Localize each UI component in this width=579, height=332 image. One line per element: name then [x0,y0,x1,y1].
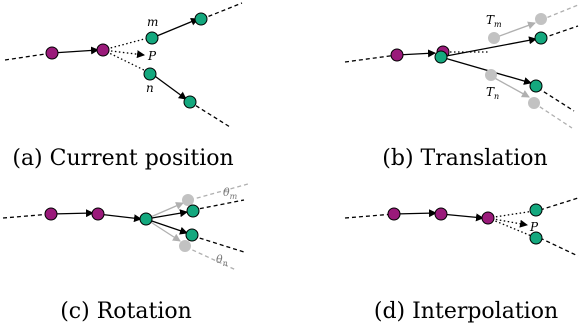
edge-arrow-n [151,73,187,100]
edge-arrow [50,209,94,218]
ghost-edge-n [145,218,181,242]
panel-a: m P n [4,2,243,128]
node-n [529,79,543,93]
outgoing-dashed-edge-m [192,199,245,211]
node [387,207,401,221]
ghost-node [182,194,194,206]
node [183,95,197,109]
panel-c: θm θn [2,183,249,271]
incoming-dashed-edge [344,54,398,63]
ghost-dashed-edge-n [533,102,573,129]
node [434,207,448,221]
incoming-dashed-edge [4,52,53,61]
dotted-edge-to-P [487,217,528,228]
node-n [529,231,543,245]
dotted-edge-to-n [487,217,535,238]
outgoing-dashed-edge-n [539,237,579,257]
edge-arrow-n [440,56,532,85]
dotted-edge-to-m [487,210,535,219]
node [91,207,105,221]
label-Tn: Tn [486,85,499,101]
edge-arrow [97,213,142,223]
label-P: P [529,220,539,234]
incoming-dashed-edge [2,213,52,219]
edge-arrow [440,213,484,222]
outgoing-dashed-edge-m [201,2,243,20]
node-m [529,203,543,217]
edge-arrow [393,209,437,218]
label-theta-n: θn [216,253,228,268]
caption-c: (c) Rotation [60,299,192,324]
node [96,43,110,57]
ghost-node [528,97,540,109]
outgoing-dashed-edge-m [542,25,579,39]
ghost-dashed-edge-n [185,246,237,271]
outgoing-dashed-edge-m [539,197,579,211]
label-m: m [147,15,158,29]
caption-d: (d) Interpolation [373,299,559,324]
caption-b: (b) Translation [382,146,548,171]
outgoing-dashed-edge-n [189,101,231,128]
node-m [534,31,548,45]
node-n [143,67,157,81]
outgoing-dashed-edge-n [537,87,575,112]
incoming-dashed-edge [344,213,395,219]
ghost-node [488,32,500,44]
ghost-edge-n [490,75,530,98]
panel-b: Tm Tn [344,4,579,129]
dotted-edge-to-m [102,37,149,51]
dotted-edge-to-P [102,49,145,59]
edge-arrow-m [145,209,188,220]
dotted-edge-to-n [102,49,149,73]
edge-arrow-m [151,17,199,39]
caption-a: (a) Current position [12,146,234,171]
label-Tm: Tm [486,13,502,29]
ghost-dashed-edge-m [189,183,249,201]
panel-d: P [344,197,579,257]
node [194,12,208,26]
edge-arrow-m [440,36,537,58]
node [139,212,153,226]
node [45,46,59,60]
label-P: P [147,49,157,63]
node [44,207,58,221]
outgoing-dashed-edge-n [192,235,245,253]
ghost-node [179,240,191,252]
ghost-node [485,69,497,81]
edge-arrow [51,46,99,55]
label-theta-m: θm [223,186,238,201]
node [481,211,495,225]
node-m [145,31,159,45]
node-m [186,204,200,218]
ghost-edge-m [145,202,184,220]
node-n [185,228,199,242]
edge-arrow-n [145,218,188,235]
ghost-edge-m [493,21,536,39]
ghost-node [535,13,547,25]
label-n: n [146,81,154,95]
node [434,50,448,64]
node [390,48,404,62]
